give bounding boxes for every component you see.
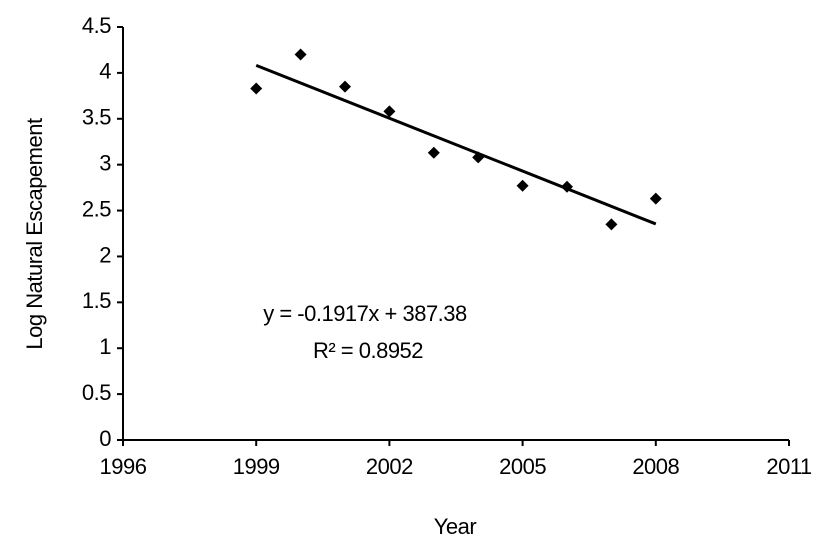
y-tick-label: 1.5 — [82, 288, 111, 313]
y-tick-label: 4.5 — [82, 13, 111, 38]
data-point — [649, 192, 662, 205]
x-tick-label: 1996 — [100, 454, 147, 479]
r-squared: R² = 0.8952 — [313, 338, 423, 363]
data-point — [605, 218, 618, 231]
y-tick-label: 2 — [99, 242, 111, 267]
y-tick-label: 4 — [99, 59, 111, 84]
y-tick-label: 1 — [99, 334, 111, 359]
data-point — [383, 105, 396, 118]
x-axis-label: Year — [434, 514, 477, 539]
x-tick-label: 1999 — [233, 454, 280, 479]
y-tick-label: 3.5 — [82, 105, 111, 130]
y-tick-label: 2.5 — [82, 196, 111, 221]
data-point — [294, 48, 307, 61]
data-point — [561, 180, 573, 193]
trend-equation: y = -0.1917x + 387.38 — [263, 301, 467, 326]
trendline — [255, 63, 657, 226]
x-tick-label: 2005 — [499, 454, 546, 479]
data-point — [339, 80, 351, 93]
data-point — [427, 146, 440, 159]
y-tick-label: 0 — [99, 426, 111, 451]
data-point — [472, 151, 485, 164]
data-point — [516, 179, 529, 192]
y-tick-label: 0.5 — [82, 380, 111, 405]
x-tick-label: 2002 — [366, 454, 413, 479]
x-tick-label: 2011 — [766, 454, 812, 479]
y-axis-label: Log Natural Escapement — [22, 118, 47, 350]
y-tick-label: 3 — [99, 150, 111, 175]
x-tick-label: 2008 — [632, 454, 679, 479]
data-point — [250, 82, 263, 95]
